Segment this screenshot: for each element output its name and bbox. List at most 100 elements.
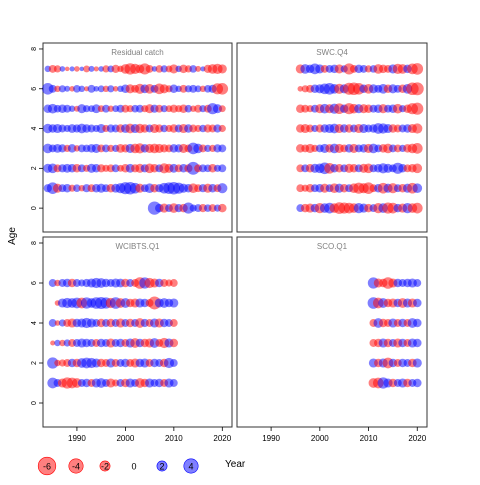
residual-bubble	[69, 66, 75, 72]
panel-frame	[236, 236, 428, 428]
panel-title: WCIBTS.Q1	[115, 242, 160, 251]
x-tick-label: 2010	[165, 434, 183, 443]
residual-bubble	[48, 279, 57, 287]
x-tick-label: 1990	[68, 434, 86, 443]
legend-label: -4	[72, 462, 80, 472]
panel-frame	[42, 236, 233, 428]
legend-bubble	[99, 460, 111, 472]
residual-bubble	[111, 164, 120, 173]
residual-bubble	[111, 64, 120, 73]
residual-bubble	[54, 339, 61, 347]
y-tick-label: 4	[31, 127, 38, 131]
residual-bubble	[297, 86, 304, 92]
residual-bubble	[218, 203, 227, 213]
residual-bubble	[83, 65, 91, 73]
residual-bubble	[50, 340, 56, 346]
legend-label: -6	[43, 462, 51, 472]
y-tick-label: 2	[31, 166, 38, 170]
residual-bubble	[91, 104, 101, 114]
residual-bubble	[145, 64, 154, 73]
legend-entry: 0	[131, 462, 136, 472]
panel-4: SCO.Q1 1990 2000 2010 2020	[236, 236, 428, 443]
legend-entry: -6	[37, 456, 57, 476]
residual-bubble	[218, 144, 227, 153]
residual-bubble	[217, 183, 228, 194]
y-axis-label: Age	[7, 227, 18, 245]
x-tick-label: 2010	[360, 434, 378, 443]
residual-bubble	[107, 85, 115, 93]
y-axis: 0 2 4 6 8	[31, 241, 43, 405]
residual-bubble	[169, 319, 178, 327]
legend-bubble	[68, 458, 84, 474]
residual-bubble	[411, 102, 424, 115]
residual-bubble	[54, 85, 61, 93]
residual-bubble	[184, 104, 193, 113]
residual-bubble	[413, 318, 422, 328]
residual-bubble	[97, 85, 105, 93]
residual-bubble	[79, 66, 85, 72]
legend-entry: 4	[183, 458, 199, 474]
residual-bubble	[59, 66, 66, 72]
residual-bubble	[169, 359, 178, 367]
x-tick-label: 2000	[311, 434, 329, 443]
residual-bubble	[412, 123, 423, 134]
residual-bubble	[218, 164, 227, 173]
residual-bubble	[63, 104, 72, 113]
legend-entry: -4	[68, 458, 84, 474]
residual-bubble	[412, 358, 422, 368]
y-tick-label: 4	[31, 321, 38, 325]
panel-3: WCIBTS.Q1 0 2 4 6 8 1990 2000 2010 2020	[31, 236, 233, 443]
legend-label: 2	[159, 462, 164, 472]
legend-entry: 2	[156, 460, 168, 472]
y-tick-label: 8	[31, 47, 38, 51]
residual-bubble	[413, 338, 422, 348]
legend-label: 4	[188, 462, 193, 472]
residual-bubble	[411, 202, 423, 214]
x-tick-label: 2000	[116, 434, 134, 443]
legend-label: -2	[101, 462, 109, 472]
x-axis: 1990 2000 2010 2020	[68, 427, 232, 443]
residual-bubble	[64, 66, 70, 72]
residual-bubble	[87, 84, 96, 93]
x-axis: 1990 2000 2010 2020	[262, 427, 427, 443]
residual-bubble	[48, 319, 57, 327]
y-tick-label: 6	[31, 281, 38, 285]
panel-title: Residual catch	[111, 48, 163, 57]
residual-bubble	[93, 66, 99, 72]
panel-frame	[236, 42, 428, 233]
residual-bubble	[411, 143, 423, 154]
residual-bubble	[194, 85, 202, 93]
panel-2: SWC.Q4	[236, 42, 428, 233]
residual-bubble	[216, 83, 229, 95]
residual-bubble	[68, 105, 76, 112]
residual-bubble	[217, 64, 227, 74]
y-axis: 0 2 4 6 8	[31, 47, 43, 210]
residual-bubble	[412, 183, 423, 194]
residual-bubble	[78, 85, 86, 93]
legend-bubble	[37, 456, 57, 476]
x-tick-label: 2020	[408, 434, 426, 443]
residual-bubble	[411, 63, 424, 75]
residual-bubble	[64, 85, 71, 92]
residual-bubble	[169, 298, 179, 308]
residual-bubble	[53, 65, 62, 73]
legend: -6 -4 -2 0 2 4	[37, 456, 199, 476]
residual-bubble	[160, 105, 168, 113]
residual-bubble	[88, 65, 95, 72]
residual-bubble	[169, 338, 179, 348]
x-tick-label: 1990	[262, 434, 280, 443]
residual-bubble	[169, 64, 179, 74]
residual-bubble	[98, 66, 104, 72]
residual-bubble	[169, 84, 179, 94]
panel-1: Residual catch 0 2 4 6 8	[31, 42, 233, 233]
residual-bubble	[413, 279, 422, 287]
residual-bubble	[413, 298, 422, 308]
residual-bubble	[67, 144, 77, 153]
residual-bubble	[160, 65, 168, 73]
panel-title: SCO.Q1	[317, 242, 348, 251]
residual-bubble	[83, 105, 91, 113]
residual-bubble	[74, 66, 80, 72]
panel-frame	[42, 42, 233, 233]
